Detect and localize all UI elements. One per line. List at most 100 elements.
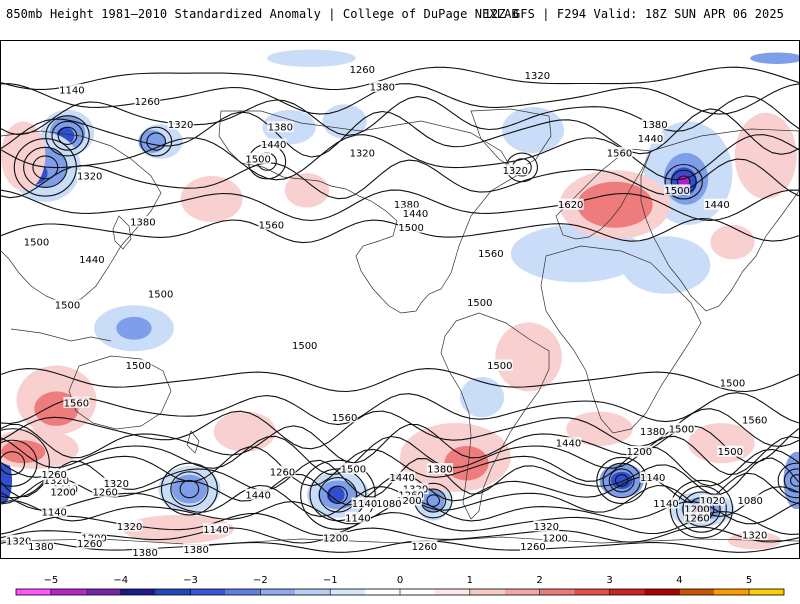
contour-label: 1500 [398,223,423,234]
contour-label: 1140 [345,513,370,524]
contour-label: 1140 [352,499,377,510]
contour-label-background [375,497,402,509]
map-panel: 1260 1320 1140 1260 1380 1320 1380 1440 1500 1320… [0,40,800,559]
colorbar-segment [679,589,715,595]
contour-label: 1500 [292,341,317,352]
contour-label: 1440 [389,473,414,484]
negative-anomaly-area [422,489,445,513]
contour-label-background [183,543,210,555]
contour-label-background [203,523,229,535]
contour-label: 1260 [41,470,66,481]
contour-label-background [411,540,438,552]
positive-anomaly-area [284,173,330,208]
map-title: 850mb Height 1981–2010 Standardized Anom… [6,7,519,21]
contour-label-background [322,531,349,543]
closed-low-contour [146,132,167,151]
colorbar-tick-label: 1 [467,575,473,586]
closed-low-contour [51,120,84,151]
closed-low-contour [309,468,367,522]
height-contour-line [1,108,799,158]
contour-label: 1500 [467,298,492,309]
contour-label-background [116,520,143,532]
contour-label-background [466,296,493,308]
contour-label-background [340,463,367,474]
contour-label: 1560 [742,416,767,427]
contour-label: 1200 [323,533,348,544]
contour-label: 1320 [6,536,31,547]
colorbar-segment [155,589,191,595]
height-contour-line [1,446,799,487]
contour-label-background [606,147,633,158]
colorbar-segment [260,589,296,595]
japan-coastline [112,215,132,250]
contour-label: 1380 [268,123,293,134]
contour-label-background [395,494,422,506]
contour-label: 1260 [92,487,117,498]
closed-low-contour [45,115,90,157]
closed-low-contour [676,485,727,533]
height-contour-line [1,423,799,464]
closed-low-contour [1,451,26,476]
positive-anomaly-area [1,440,46,464]
contour-label: 1380 [640,427,665,438]
closed-low-contour [790,474,799,487]
contour-label: 1440 [79,255,104,266]
contour-label: 1380 [370,83,395,94]
negative-anomaly-area [116,316,152,340]
contour-label: 1080 [376,499,401,510]
contour-label-background [402,207,429,219]
closed-low-contour [300,459,376,530]
africa-coastline [540,245,702,434]
contour-label-background [63,396,90,408]
contour-label: 1320 [44,476,69,487]
contour-label: 1260 [350,65,375,76]
closed-low-contour [23,146,68,189]
colorbar-segment [644,589,680,595]
contour-label: 1560 [64,398,89,409]
contour-label-background [741,529,768,540]
contour-label: 1560 [332,413,357,424]
contour-label-background [641,118,668,130]
closed-low-contour [32,155,59,180]
colorbar-tick-label: −2 [253,575,268,586]
contour-label-background [291,339,318,351]
closed-low-contour [777,462,799,499]
contour-label-background [524,69,551,81]
contour-label: 1200 [684,505,709,516]
contour-label-background [719,376,746,388]
contour-label: 1560 [259,220,284,231]
contour-label-background [258,218,285,230]
contour-label: 1260 [270,467,295,478]
closed-low-contour [328,485,348,504]
contour-label: 1500 [148,289,173,300]
europe-coastline [555,148,652,240]
contour-label: 1200 [627,447,652,458]
contour-label-background [520,540,546,552]
model-run-info: 12Z GFS | F294 Valid: 18Z SUN APR 06 202… [483,7,784,21]
contour-label-background [167,118,194,130]
negative-anomaly-area [1,457,13,504]
contour-label-background [23,236,50,248]
contour-label-background [369,81,396,92]
closed-low-contour [140,126,173,157]
contour-label: 1560 [607,149,632,160]
contour-label-background [557,198,584,210]
contour-label: 1380 [132,548,157,558]
contour-label: 1320 [534,522,559,533]
contour-label: 1440 [245,490,270,501]
colorbar-segment [469,589,505,595]
contour-label: 1260 [135,97,160,108]
contour-label-background [699,494,726,506]
closed-low-contour [318,477,358,513]
closed-low-contour [426,494,441,507]
colorbar-tick-label: 4 [676,575,682,586]
closed-low-contour [1,428,50,499]
colorbar-tick-label: 5 [746,575,752,586]
contour-label: 1380 [642,120,667,131]
positive-anomaly-area [444,445,489,481]
colorbar-segment [330,589,366,595]
colorbar-tick-label: 3 [606,575,612,586]
negative-anomaly-area [783,451,799,510]
contour-label: 1320 [77,172,102,183]
